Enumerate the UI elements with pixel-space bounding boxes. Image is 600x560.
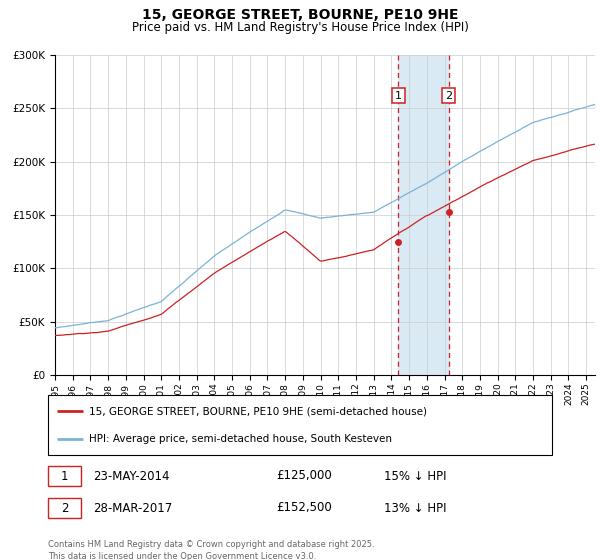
Text: 15, GEORGE STREET, BOURNE, PE10 9HE (semi-detached house): 15, GEORGE STREET, BOURNE, PE10 9HE (sem… [89,406,427,416]
Text: £152,500: £152,500 [276,502,332,515]
FancyBboxPatch shape [48,395,552,455]
Bar [398,55,449,375]
Text: 23-MAY-2014: 23-MAY-2014 [93,469,170,483]
Text: Contains HM Land Registry data © Crown copyright and database right 2025.: Contains HM Land Registry data © Crown c… [48,540,374,549]
Text: 13% ↓ HPI: 13% ↓ HPI [384,502,446,515]
Text: 2: 2 [445,91,452,101]
Text: 28-MAR-2017: 28-MAR-2017 [93,502,172,515]
Text: 15, GEORGE STREET, BOURNE, PE10 9HE: 15, GEORGE STREET, BOURNE, PE10 9HE [142,8,458,22]
Text: 2: 2 [61,502,68,515]
Text: Price paid vs. HM Land Registry's House Price Index (HPI): Price paid vs. HM Land Registry's House … [131,21,469,34]
Text: 1: 1 [395,91,402,101]
Text: HPI: Average price, semi-detached house, South Kesteven: HPI: Average price, semi-detached house,… [89,434,392,444]
Text: £125,000: £125,000 [276,469,332,483]
Text: 15% ↓ HPI: 15% ↓ HPI [384,469,446,483]
Text: 1: 1 [61,469,68,483]
Text: This data is licensed under the Open Government Licence v3.0.: This data is licensed under the Open Gov… [48,552,316,560]
